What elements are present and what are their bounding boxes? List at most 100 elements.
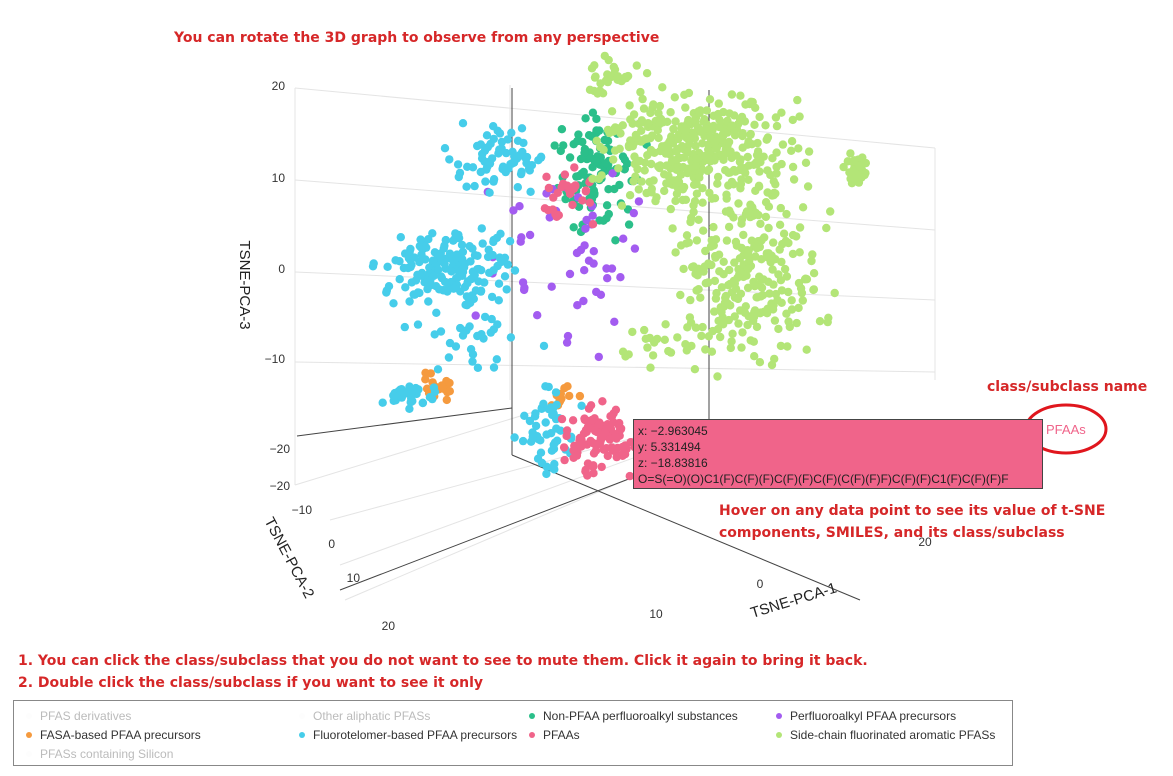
data-point[interactable] [578,196,587,205]
data-point[interactable] [494,279,504,288]
data-point[interactable] [755,167,764,176]
data-point[interactable] [730,258,739,267]
data-point[interactable] [849,156,858,166]
data-point[interactable] [726,343,735,353]
data-point[interactable] [794,303,803,313]
data-point[interactable] [660,335,669,344]
data-point[interactable] [478,239,487,248]
data-point[interactable] [692,189,702,198]
data-point[interactable] [763,133,773,142]
data-point[interactable] [743,283,753,292]
data-point[interactable] [513,136,523,145]
data-point[interactable] [470,181,479,191]
data-point[interactable] [695,173,704,182]
data-point[interactable] [609,155,618,164]
data-point[interactable] [777,257,786,267]
data-point[interactable] [513,183,522,192]
data-point[interactable] [643,119,653,128]
data-point[interactable] [494,149,503,158]
data-point[interactable] [471,311,480,320]
data-point[interactable] [629,110,639,119]
data-point[interactable] [531,421,541,431]
data-point[interactable] [616,273,625,282]
data-point[interactable] [505,237,515,246]
data-point[interactable] [727,90,737,99]
data-point[interactable] [395,275,404,284]
data-point[interactable] [691,141,700,151]
data-point[interactable] [592,114,601,124]
data-point[interactable] [705,95,715,104]
data-point[interactable] [445,155,454,164]
data-point[interactable] [591,72,600,81]
data-point[interactable] [783,342,792,351]
data-point[interactable] [637,116,646,125]
data-point[interactable] [702,106,711,115]
data-point[interactable] [643,343,652,352]
data-point[interactable] [598,433,607,442]
data-point[interactable] [743,250,753,260]
data-point[interactable] [719,257,728,266]
data-point[interactable] [552,212,561,221]
data-point[interactable] [768,265,777,274]
data-point[interactable] [719,320,728,329]
data-point[interactable] [757,236,766,245]
data-point[interactable] [809,269,819,278]
data-point[interactable] [405,382,414,391]
data-point[interactable] [565,269,575,279]
data-point[interactable] [736,184,745,193]
data-point[interactable] [764,223,773,233]
data-point[interactable] [797,288,807,298]
data-point[interactable] [782,272,792,281]
data-point[interactable] [522,152,532,162]
data-point[interactable] [473,251,482,260]
data-point[interactable] [463,162,472,171]
data-point[interactable] [565,391,574,401]
data-point[interactable] [568,200,577,210]
data-point[interactable] [598,397,607,406]
data-point[interactable] [458,255,467,264]
data-point[interactable] [610,317,619,326]
data-point[interactable] [743,152,752,162]
data-point[interactable] [795,223,805,232]
data-point[interactable] [683,323,692,332]
data-point[interactable] [771,289,781,299]
data-point[interactable] [596,142,605,152]
data-point[interactable] [395,257,404,266]
legend-item[interactable]: PFAAs [529,728,580,742]
data-point[interactable] [782,209,791,219]
data-point[interactable] [647,184,656,194]
data-point[interactable] [730,312,739,321]
data-point[interactable] [736,91,745,100]
data-point[interactable] [618,442,627,452]
legend-item[interactable]: PFAS derivatives [26,709,131,723]
data-point[interactable] [695,108,704,118]
data-point[interactable] [704,140,713,149]
legend-item[interactable]: PFASs containing Silicon [26,747,173,761]
data-point[interactable] [489,122,498,131]
data-point[interactable] [788,115,797,125]
data-point[interactable] [669,124,678,134]
data-point[interactable] [752,293,761,302]
data-point[interactable] [480,278,489,287]
data-point[interactable] [789,175,799,184]
data-point[interactable] [691,161,701,170]
data-point[interactable] [605,435,615,444]
data-point[interactable] [664,143,673,152]
data-point[interactable] [726,147,735,156]
data-point[interactable] [599,445,608,454]
data-point[interactable] [680,153,689,162]
data-point[interactable] [473,141,482,151]
data-point[interactable] [447,267,456,276]
data-point[interactable] [533,311,542,320]
data-point[interactable] [587,64,597,73]
data-point[interactable] [593,89,602,98]
data-point[interactable] [649,176,658,185]
scatter-points[interactable] [368,51,870,481]
data-point[interactable] [804,147,814,156]
data-point[interactable] [737,219,746,228]
data-point[interactable] [413,288,423,297]
data-point[interactable] [823,317,832,327]
data-point[interactable] [614,164,623,173]
data-point[interactable] [671,248,680,257]
data-point[interactable] [612,452,621,462]
